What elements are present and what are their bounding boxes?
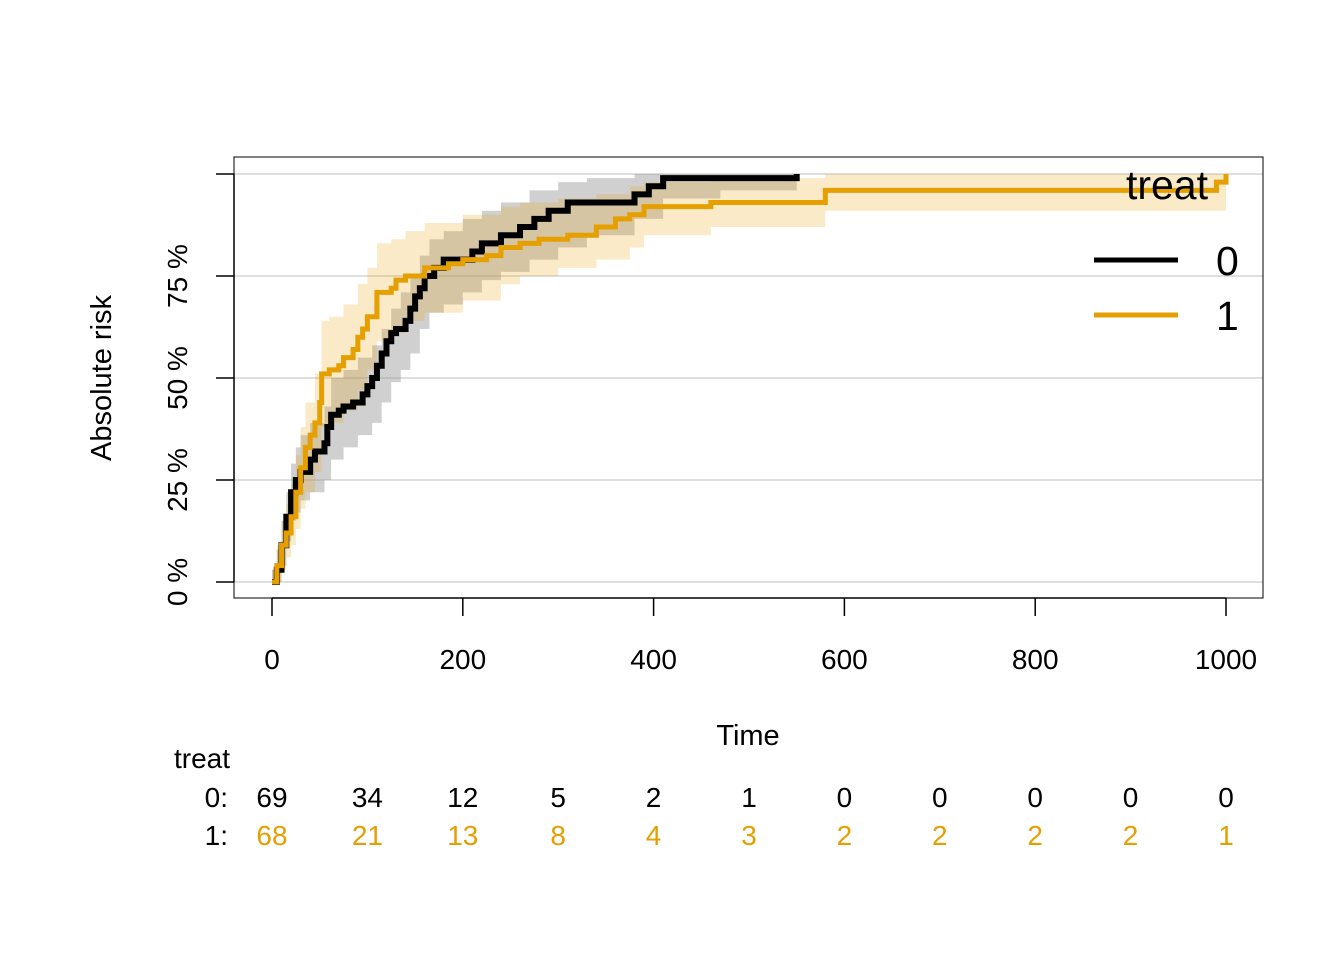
risk-table-cell: 0	[932, 782, 948, 813]
risk-table-cell: 68	[256, 820, 287, 851]
y-tick-label: 50 %	[162, 346, 193, 410]
risk-table-cell: 21	[352, 820, 383, 851]
risk-table-cell: 12	[447, 782, 478, 813]
risk-table-cell: 4	[646, 820, 662, 851]
y-axis: 0 % 25 % 50 % 75 %	[162, 173, 235, 606]
risk-table-cell: 0	[837, 782, 853, 813]
risk-table-cell: 1	[1218, 820, 1234, 851]
y-tick-label: 25 %	[162, 448, 193, 512]
x-tick-label: 800	[1012, 644, 1059, 675]
legend-title: treat	[1126, 162, 1209, 208]
y-axis-label: Absolute risk	[86, 294, 118, 461]
legend-label-1: 1	[1216, 293, 1239, 339]
risk-table-cell: 2	[932, 820, 948, 851]
risk-table-cell: 34	[352, 782, 383, 813]
risk-table-cell: 13	[447, 820, 478, 851]
legend: treat 0 1	[1094, 162, 1239, 339]
x-axis-label: Time	[716, 720, 779, 752]
confidence-band-1	[272, 174, 1226, 582]
risk-table-cell: 2	[837, 820, 853, 851]
risk-table-title: treat	[174, 743, 230, 774]
risk-table-cell: 0	[1123, 782, 1139, 813]
risk-table-row-label: 1:	[205, 820, 228, 851]
y-tick-label: 0 %	[162, 558, 193, 606]
x-tick-label: 0	[264, 644, 280, 675]
x-tick-label: 600	[821, 644, 868, 675]
risk-table-cell: 0	[1218, 782, 1234, 813]
series-line-1	[272, 174, 1229, 585]
risk-table-cell: 8	[550, 820, 566, 851]
risk-table-cell: 2	[646, 782, 662, 813]
series-lines	[272, 174, 1229, 585]
legend-label-0: 0	[1216, 238, 1239, 284]
risk-table-cell: 69	[256, 782, 287, 813]
series-line-0	[272, 174, 800, 585]
risk-table-cell: 2	[1027, 820, 1043, 851]
risk-table-cell: 1	[741, 782, 757, 813]
y-tick-label: 75 %	[162, 244, 193, 308]
risk-table: treat 0: 69 34 12 5 2 1 0 0 0 0 01: 68 21 13 8 4 3 2 2 2 2 1	[174, 743, 1234, 851]
x-axis: 0 200 400 600 800 1000	[264, 597, 1257, 675]
risk-table-cell: 2	[1123, 820, 1139, 851]
risk-table-cell: 0	[1027, 782, 1043, 813]
risk-table-cell: 3	[741, 820, 757, 851]
x-tick-label: 400	[630, 644, 677, 675]
x-tick-label: 200	[439, 644, 486, 675]
x-tick-label: 1000	[1195, 644, 1257, 675]
risk-table-cell: 5	[550, 782, 566, 813]
risk-table-row-label: 0:	[205, 782, 228, 813]
